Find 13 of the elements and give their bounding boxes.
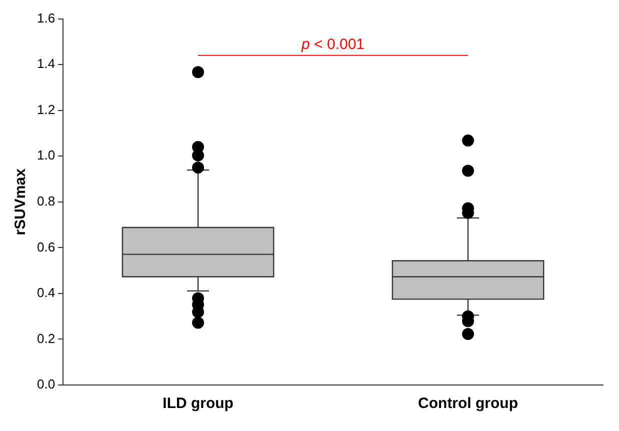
x-tick-label: Control group xyxy=(418,395,518,412)
y-axis-title: rSUVmax xyxy=(12,168,30,236)
y-tick-label: 0.4 xyxy=(36,285,56,300)
y-tick-label: 1.0 xyxy=(36,148,56,163)
x-tick-label: ILD group xyxy=(162,395,234,412)
y-tick-label: 1.6 xyxy=(36,10,56,26)
y-tick-label: 1.4 xyxy=(36,56,56,72)
y-tick-label: 1.2 xyxy=(36,102,56,117)
y-tick-label: 0.0 xyxy=(36,376,56,392)
y-tick-label: 0.2 xyxy=(36,330,56,346)
annotation: p < 0.001 xyxy=(300,36,365,54)
y-tick-label: 0.8 xyxy=(36,193,56,208)
y-tick-label: 0.6 xyxy=(36,239,56,254)
